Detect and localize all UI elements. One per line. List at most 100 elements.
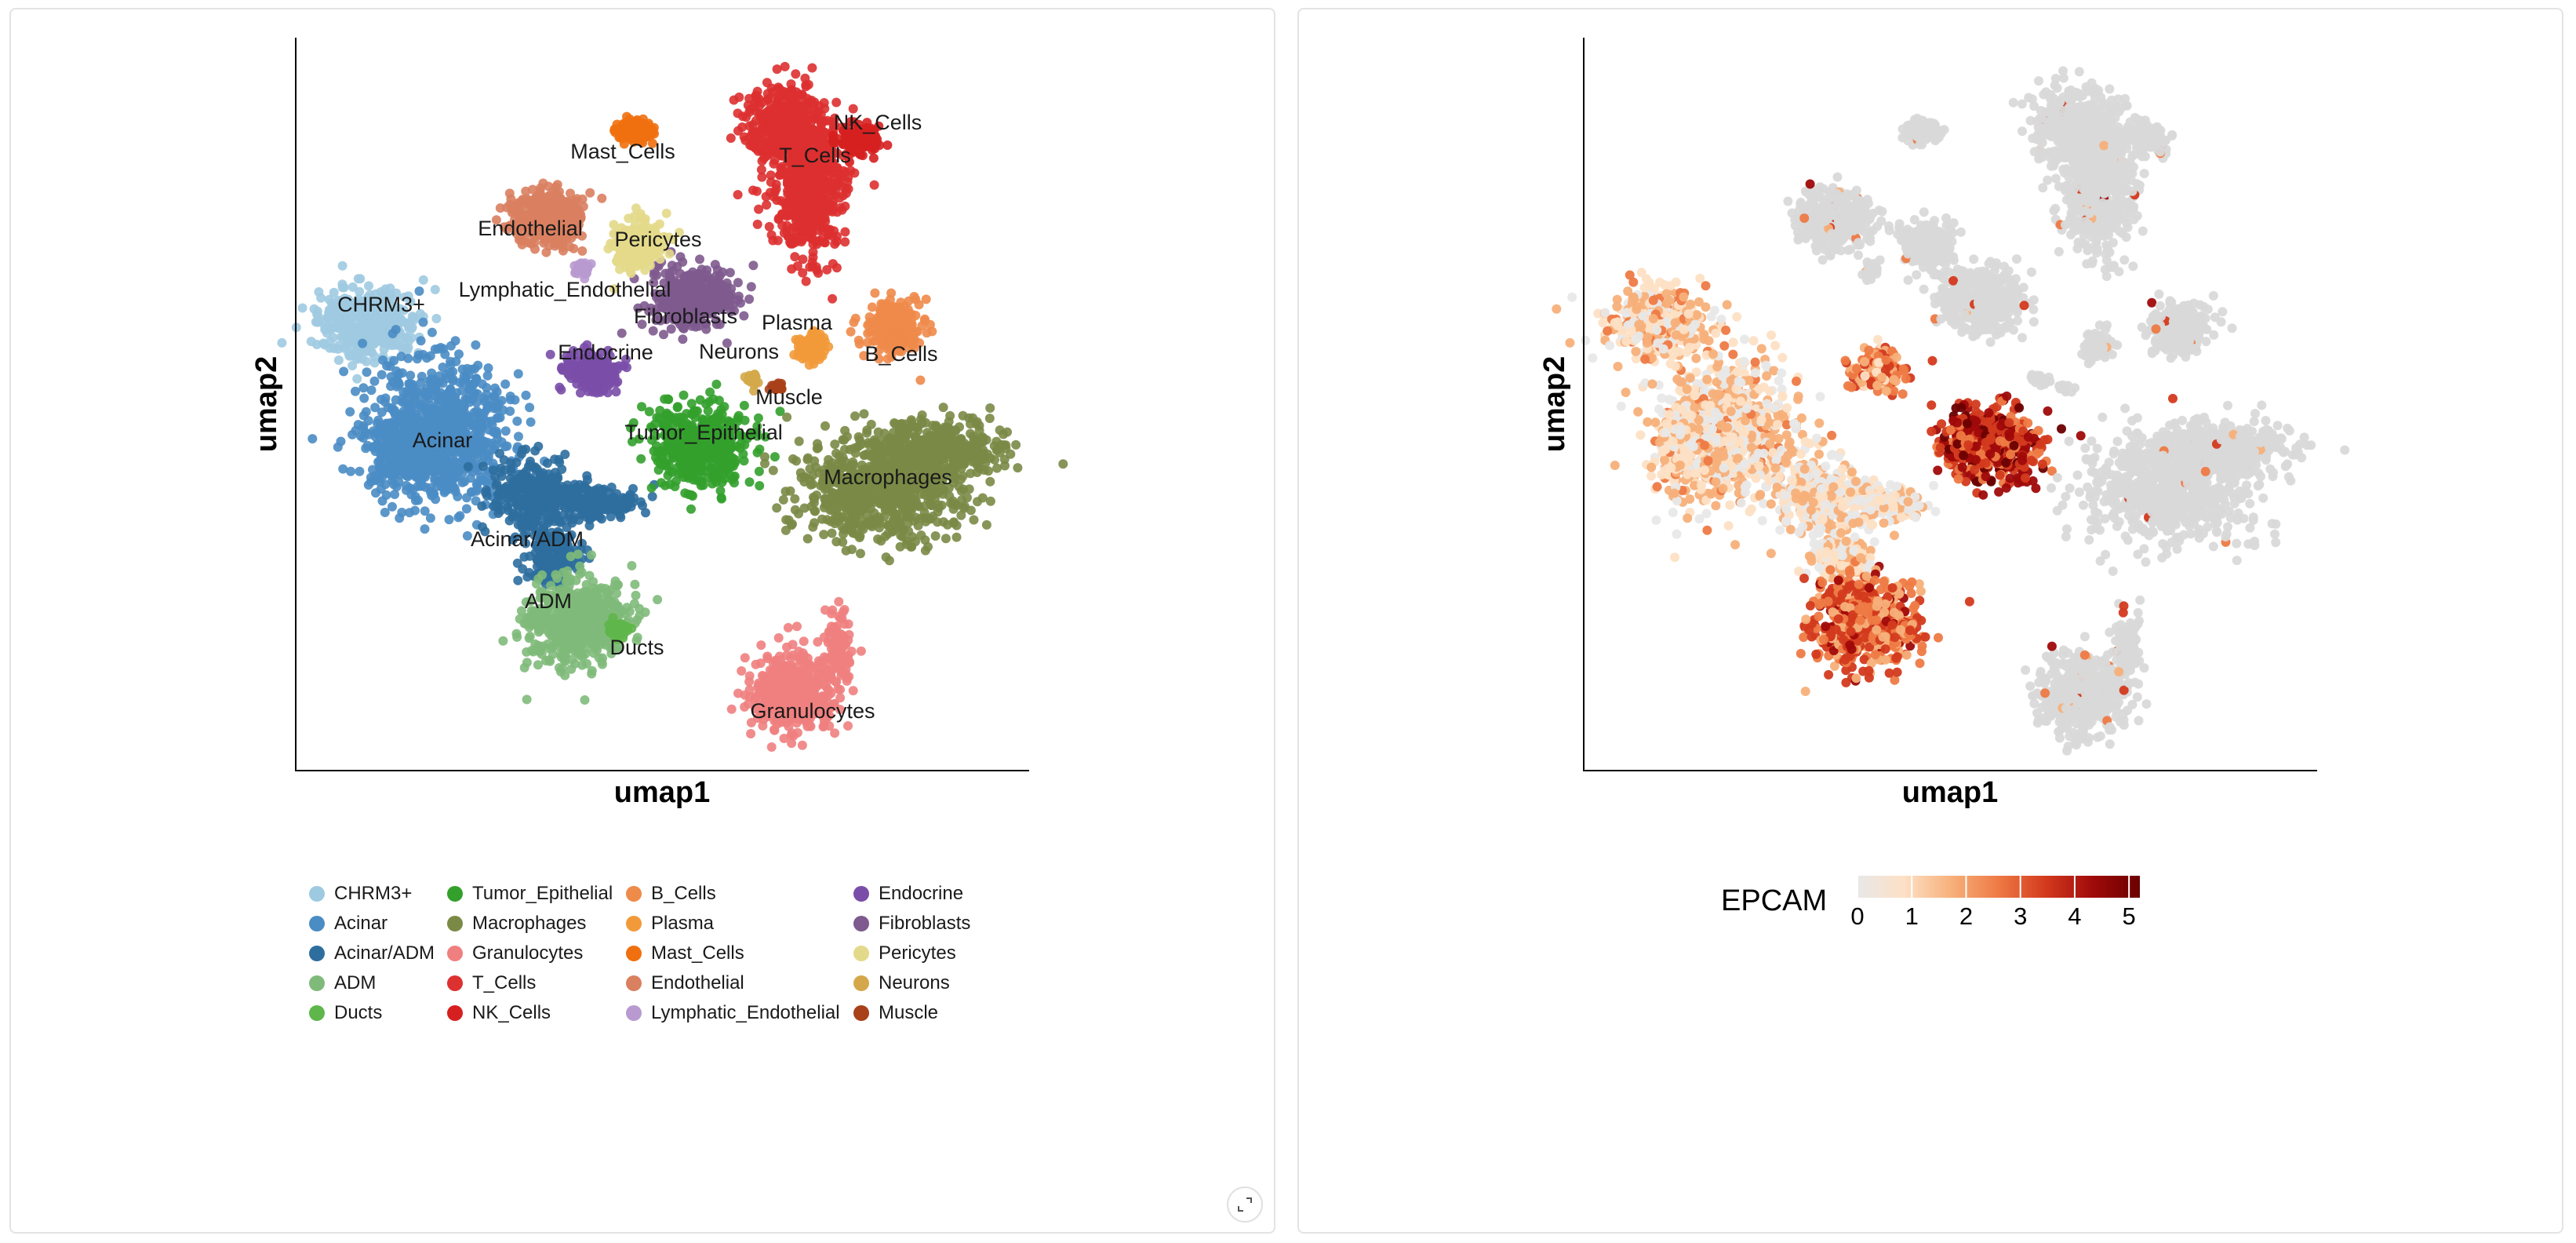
colorbar-title: EPCAM — [1721, 884, 1827, 917]
cluster-ducts — [604, 613, 637, 644]
expr-cluster-plasma — [2077, 320, 2123, 369]
expr-cluster-t-cells — [2008, 66, 2149, 282]
legend-swatch — [626, 916, 642, 931]
cluster-label-lymphatic-endothelial: Lymphatic_Endothelial — [459, 278, 671, 301]
legend-label: Plasma — [651, 913, 715, 934]
legend-item-neurons: Neurons — [853, 968, 950, 998]
cluster-label-macrophages: Macrophages — [824, 465, 952, 489]
cluster-acinar — [307, 286, 549, 541]
umap-epcam-plot: umap1 umap2 EPCAM 0 1 2 3 4 5 — [1538, 38, 2350, 930]
cluster-lymphatic-endothelial — [569, 258, 596, 284]
legend-label: ADM — [334, 972, 377, 993]
legend-label: Mast_Cells — [651, 942, 744, 964]
axes-frame — [1583, 38, 2317, 771]
legend-label: Acinar/ADM — [334, 942, 435, 964]
legend-item-mast-cells: Mast_Cells — [626, 939, 744, 968]
legend-label: Neurons — [879, 972, 950, 993]
legend-item-plasma: Plasma — [626, 909, 714, 939]
legend-swatch — [309, 886, 325, 902]
legend-label: NK_Cells — [472, 1002, 551, 1023]
expr-cluster-acinar — [1610, 309, 1837, 563]
expr-cluster-pericytes — [1884, 207, 1966, 285]
legend-label: Macrophages — [472, 913, 587, 934]
expr-cluster-ducts — [1887, 618, 1919, 644]
cluster-labels: CHRM3+ Acinar Acinar/ADM ADM Ducts Tumor_Epit… — [337, 111, 952, 723]
cluster-tumor-epithelial — [626, 379, 785, 514]
cluster-pericytes — [603, 203, 684, 294]
cluster-label-endothelial: Endothelial — [478, 217, 583, 240]
legend-label: Muscle — [879, 1002, 939, 1023]
epcam-colorbar: EPCAM 0 1 2 3 4 5 — [1721, 876, 2140, 930]
legend-swatch — [853, 975, 869, 991]
expr-cluster-mast-cells — [1897, 113, 1949, 150]
legend-item-fibroblasts: Fibroblasts — [853, 909, 970, 939]
cluster-plasma — [789, 326, 834, 370]
expand-button[interactable] — [1227, 1186, 1263, 1223]
cell-points — [277, 61, 1068, 752]
expr-cluster-lymphatic-endothelial — [1857, 255, 1885, 286]
legend-item-endocrine: Endocrine — [853, 879, 963, 909]
legend-item-tumor-epithelial: Tumor_Epithelial — [447, 879, 613, 909]
legend-swatch — [309, 946, 325, 961]
expr-cluster-neurons — [2026, 370, 2055, 391]
legend-swatch — [853, 916, 869, 931]
legend-label: Lymphatic_Endothelial — [651, 1002, 840, 1023]
cluster-neurons — [740, 369, 763, 396]
legend-swatch — [309, 1005, 325, 1021]
legend-swatch — [447, 1005, 463, 1021]
legend-item-ducts: Ducts — [309, 998, 382, 1028]
cluster-label-adm: ADM — [525, 589, 572, 613]
cluster-endocrine — [545, 340, 631, 398]
legend-label: Tumor_Epithelial — [472, 883, 613, 904]
umap-cell-type-panel: umap1 umap2 CHRM3+ Acinar Acinar/ADM ADM Ducts… — [9, 8, 1275, 1234]
cluster-b-cells — [846, 288, 937, 385]
expr-cluster-endocrine — [1840, 334, 1937, 400]
expr-cluster-fibroblasts — [1919, 254, 2039, 347]
cluster-label-muscle: Muscle — [755, 385, 823, 409]
legend-item-lymphatic-endothelial: Lymphatic_Endothelial — [626, 998, 840, 1028]
cluster-label-acinar-adm: Acinar/ADM — [471, 527, 584, 551]
cluster-t-cells — [726, 61, 879, 304]
colorbar-tick-label: 1 — [1905, 902, 1919, 930]
expr-cluster-tumor-epithelial — [1927, 391, 2066, 500]
legend-item-pericytes: Pericytes — [853, 939, 956, 968]
cluster-mast-cells — [609, 111, 659, 149]
legend-label: CHRM3+ — [334, 883, 413, 904]
legend-item-chrm3: CHRM3+ — [309, 879, 412, 909]
legend-label: Ducts — [334, 1002, 383, 1023]
legend-swatch — [853, 886, 869, 902]
legend-label: B_Cells — [651, 883, 716, 904]
colorbar-tick-label: 0 — [1850, 902, 1864, 930]
cell-type-legend: CHRM3+ Acinar Acinar/ADM ADM Ducts Tumor_Epit… — [309, 879, 1093, 1036]
x-axis-label: umap1 — [1902, 776, 1998, 809]
cluster-macrophages — [760, 403, 1068, 566]
legend-swatch — [626, 975, 642, 991]
legend-label: T_Cells — [472, 972, 537, 993]
colorbar-gradient — [1857, 876, 2140, 898]
legend-item-nk-cells: NK_Cells — [447, 998, 551, 1028]
legend-swatch — [447, 946, 463, 961]
umap-cell-type-plot: umap1 umap2 CHRM3+ Acinar Acinar/ADM ADM Ducts… — [250, 38, 1068, 809]
legend-swatch — [447, 975, 463, 991]
cluster-label-tumor-epithelial: Tumor_Epithelial — [624, 421, 783, 444]
legend-swatch — [309, 975, 325, 991]
expr-cluster-nk-cells — [2113, 112, 2178, 163]
cluster-granulocytes — [726, 596, 866, 752]
legend-label: Pericytes — [879, 942, 956, 964]
expr-cluster-adm — [1796, 552, 1974, 696]
legend-label: Endothelial — [651, 972, 744, 993]
legend-item-macrophages: Macrophages — [447, 909, 586, 939]
cluster-label-granulocytes: Granulocytes — [750, 699, 875, 723]
axes-frame — [295, 38, 1029, 771]
colorbar-tick-label: 3 — [2014, 902, 2027, 930]
cluster-label-neurons: Neurons — [699, 340, 779, 363]
cell-points — [1552, 66, 2350, 756]
cluster-label-b-cells: B_Cells — [864, 342, 937, 366]
colorbar-tick-label: 4 — [2068, 902, 2081, 930]
legend-swatch — [626, 946, 642, 961]
expr-cluster-acinar-adm — [1766, 433, 1941, 590]
legend-item-adm: ADM — [309, 968, 376, 998]
expr-cluster-macrophages — [2047, 393, 2350, 576]
cluster-muscle — [764, 378, 787, 395]
cluster-label-acinar: Acinar — [413, 428, 473, 452]
